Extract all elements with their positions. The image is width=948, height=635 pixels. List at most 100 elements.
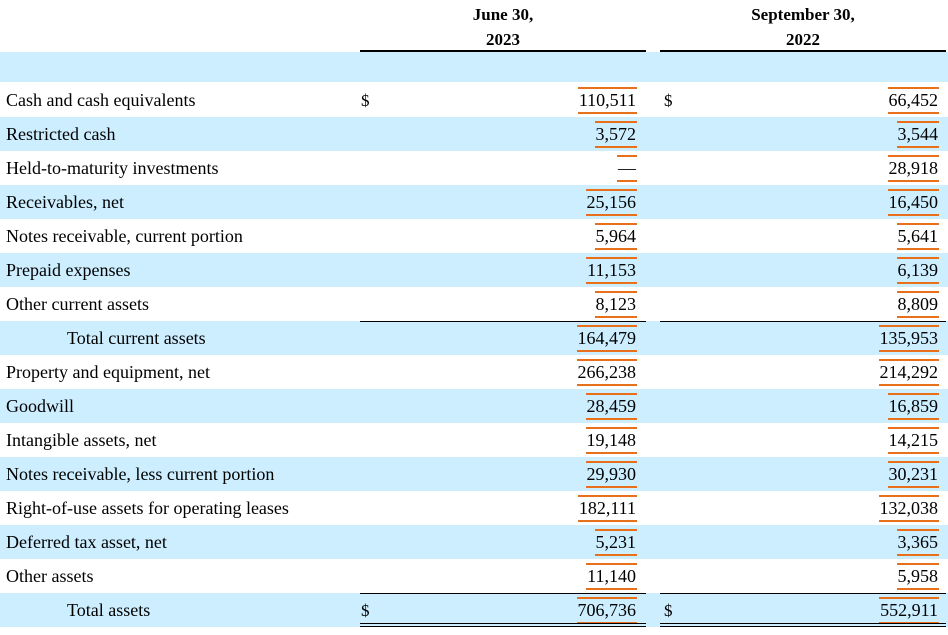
value-2022: 5,958: [896, 559, 940, 593]
value-2023: 11,153: [586, 253, 637, 287]
table-row: Total current assets 164,479 135,953: [0, 321, 948, 355]
table-row: Right-of-use assets for operating leases…: [0, 491, 948, 525]
value-2022: 552,911: [879, 593, 939, 627]
row-label: Property and equipment, net: [6, 362, 210, 382]
value-2022-cell: 3,544: [896, 117, 940, 151]
value-2023: 5,231: [594, 525, 638, 559]
table-row: Other assets 11,140 5,958: [0, 559, 948, 593]
currency-symbol: $: [361, 601, 370, 620]
value-2022: 135,953: [878, 321, 940, 355]
row-label: Prepaid expenses: [6, 260, 131, 280]
value-2023: 8,123: [594, 287, 638, 321]
value-2022: 132,038: [878, 491, 940, 525]
value-2022-cell: 28,918: [887, 151, 940, 185]
table-row: Goodwill 28,459 16,859: [0, 389, 948, 423]
value-2023: 3,572: [594, 117, 638, 151]
subtotal-rule: [360, 321, 646, 322]
row-label: Held-to-maturity investments: [6, 158, 219, 178]
value-2023: 25,156: [585, 185, 638, 219]
subtotal-rule: [360, 593, 646, 594]
value-2023: 164,479: [576, 321, 638, 355]
value-2022-cell: 135,953: [878, 321, 940, 355]
value-2022: 5,641: [896, 219, 940, 253]
value-2022: 16,450: [887, 185, 940, 219]
value-2023-cell: 706,736: [576, 593, 638, 627]
table-row: Prepaid expenses 11,153 6,139: [0, 253, 948, 287]
row-label: Cash and cash equivalents: [6, 90, 196, 110]
value-2022-cell: 14,215: [887, 423, 940, 457]
row-label: Right-of-use assets for operating leases: [6, 498, 289, 518]
table-row: Held-to-maturity investments — 28,918: [0, 151, 948, 185]
column-header-line2: 2023: [486, 30, 520, 49]
table-row: Notes receivable, current portion 5,964 5,…: [0, 219, 948, 253]
value-2022-cell: 214,292: [878, 355, 940, 389]
value-2022: 3,544: [896, 117, 940, 151]
value-2022-cell: 8,809: [896, 287, 940, 321]
column-header-june-2023: June 30, 2023: [360, 2, 646, 52]
value-2022: 8,809: [896, 287, 940, 321]
value-2022-cell: 16,859: [887, 389, 940, 423]
table-row: Property and equipment, net 266,238 214,29…: [0, 355, 948, 389]
value-2022: 14,215: [887, 423, 940, 457]
value-2022-cell: 16,450: [887, 185, 940, 219]
value-2022-cell: 3,365: [896, 525, 940, 559]
value-2023-cell: 266,238: [576, 355, 638, 389]
value-2022: 214,292: [878, 355, 940, 389]
subtotal-rule: [660, 626, 946, 627]
value-2023: 266,238: [576, 355, 638, 389]
row-label: Intangible assets, net: [6, 430, 157, 450]
value-2023: —: [617, 151, 637, 185]
subtotal-rule: [360, 626, 646, 627]
value-2022: 3,365: [896, 525, 940, 559]
row-label: Total assets: [67, 600, 151, 620]
column-header-line2: 2022: [786, 30, 820, 49]
table-row: Notes receivable, less current portion 29…: [0, 457, 948, 491]
table-row: Restricted cash 3,572 3,544: [0, 117, 948, 151]
subtotal-rule: [660, 321, 946, 322]
row-label: Notes receivable, less current portion: [6, 464, 275, 484]
value-2022-cell: 6,139: [896, 253, 940, 287]
table-row: Total assets $ $706,736 552,911: [0, 593, 948, 627]
currency-symbol: $: [664, 601, 673, 620]
subtotal-rule: [360, 623, 646, 624]
subtotal-rule: [660, 623, 946, 624]
value-2023-cell: 5,964: [594, 219, 638, 253]
value-2022-cell: 30,231: [887, 457, 940, 491]
value-2022-cell: 552,911: [879, 593, 939, 627]
value-2023-cell: 11,153: [586, 253, 637, 287]
value-2022: 6,139: [896, 253, 940, 287]
value-2023-cell: 25,156: [585, 185, 638, 219]
column-header-line1: September 30,: [751, 5, 855, 24]
row-label: Receivables, net: [6, 192, 124, 212]
row-label: Deferred tax asset, net: [6, 532, 167, 552]
value-2023-cell: —: [617, 151, 637, 185]
value-2023: 110,511: [577, 83, 638, 117]
row-label: Goodwill: [6, 396, 75, 416]
header-spacer-band: [0, 52, 948, 82]
value-2022: 16,859: [887, 389, 940, 423]
value-2023: 19,148: [585, 423, 638, 457]
value-2023-cell: 11,140: [586, 559, 637, 593]
value-2023-cell: 5,231: [594, 525, 638, 559]
value-2023: 182,111: [577, 491, 638, 525]
value-2023-cell: 28,459: [585, 389, 638, 423]
value-2023: 11,140: [586, 559, 637, 593]
row-label: Total current assets: [67, 328, 206, 348]
value-2023: 28,459: [585, 389, 638, 423]
currency-symbol: $: [361, 91, 370, 110]
value-2023-cell: 182,111: [577, 491, 638, 525]
value-2022-cell: 5,958: [896, 559, 940, 593]
row-label: Restricted cash: [6, 124, 116, 144]
table-row: Intangible assets, net 19,148 14,215: [0, 423, 948, 457]
value-2022-cell: 5,641: [896, 219, 940, 253]
column-header-september-2022: September 30, 2022: [660, 2, 946, 52]
value-2022: 28,918: [887, 151, 940, 185]
table-row: Other current assets 8,123 8,809: [0, 287, 948, 321]
value-2023: 29,930: [585, 457, 638, 491]
value-2022: 66,452: [887, 83, 940, 117]
value-2022-cell: 66,452: [887, 83, 940, 117]
table-row: Cash and cash equivalents $ $110,511 66,452: [0, 83, 948, 117]
subtotal-rule: [660, 593, 946, 594]
table-row: Receivables, net 25,156 16,450: [0, 185, 948, 219]
